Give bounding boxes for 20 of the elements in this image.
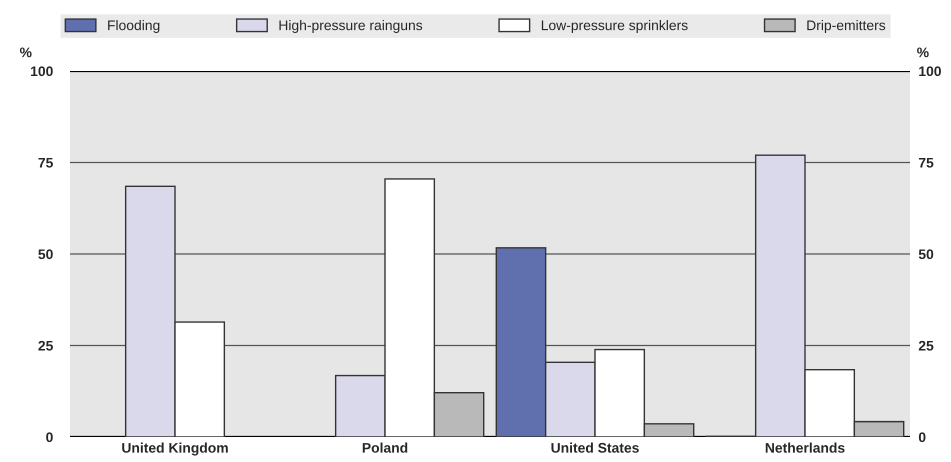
x-tick-label: United Kingdom bbox=[122, 442, 228, 456]
y-tick-label: 50 bbox=[38, 249, 53, 260]
y2-tick-label: 100 bbox=[919, 66, 941, 76]
y-tick-label: 100 bbox=[31, 66, 53, 76]
legend-label: High-pressure rainguns bbox=[279, 20, 422, 33]
y-axis-title: % bbox=[20, 47, 32, 58]
y2-tick-label: 25 bbox=[918, 340, 934, 351]
y2-tick-label: 50 bbox=[918, 249, 934, 260]
y-tick-label: 75 bbox=[38, 158, 53, 168]
y-tick-label: 25 bbox=[38, 340, 53, 351]
legend-label: Drip-emitters bbox=[807, 20, 886, 33]
y2-axis-title: % bbox=[917, 47, 929, 58]
x-tick-label: Poland bbox=[362, 442, 408, 453]
legend-label: Low-pressure sprinklers bbox=[542, 20, 688, 33]
x-tick-label: United States bbox=[551, 442, 639, 453]
x-tick-label: Netherlands bbox=[766, 442, 845, 453]
legend-label: Flooding bbox=[108, 20, 160, 33]
y2-tick-label: 0 bbox=[918, 432, 926, 442]
y-tick-label: 0 bbox=[46, 432, 53, 442]
y2-tick-label: 75 bbox=[918, 158, 934, 168]
